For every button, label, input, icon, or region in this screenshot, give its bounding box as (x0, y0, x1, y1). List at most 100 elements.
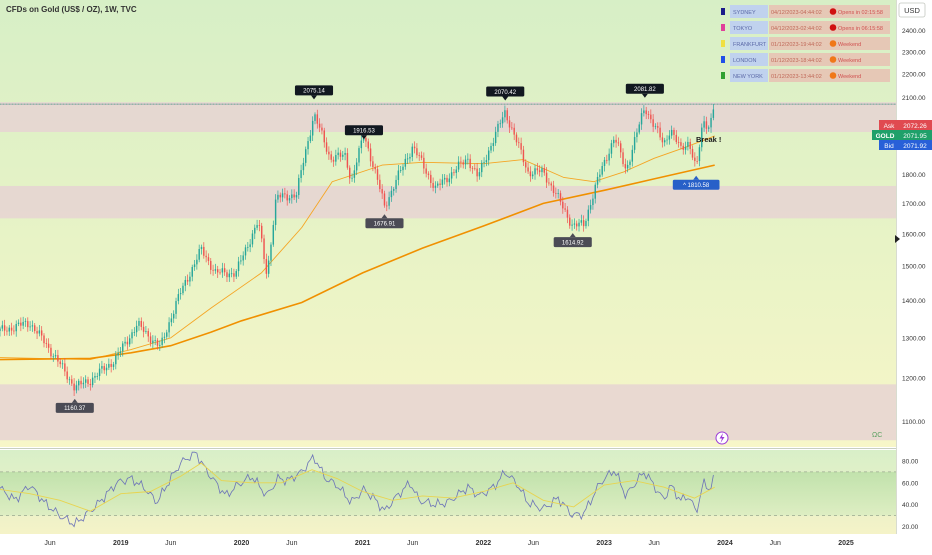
candle (244, 244, 247, 260)
candle (96, 372, 98, 380)
session-row: LONDON 01/12/2023-18:44:02 Weekend (721, 53, 890, 66)
candle (712, 103, 715, 121)
rsi-tick-label: 40.00 (902, 502, 919, 509)
candle (694, 152, 696, 167)
candle (318, 118, 321, 133)
time-axis[interactable]: Jun 2019 Jun 2020 Jun 2021 Jun 2022 Jun 2023 Jun 20… (44, 540, 854, 547)
candle (624, 158, 627, 174)
candle (617, 137, 620, 147)
session-status: Weekend (838, 74, 861, 80)
time-tick-label: Jun (770, 540, 781, 547)
candle (40, 326, 43, 341)
candle (460, 156, 462, 168)
candle (110, 359, 112, 373)
candle (27, 317, 29, 332)
candle (29, 321, 31, 332)
candle (425, 163, 427, 178)
session-status-icon (829, 72, 837, 79)
price-zone (0, 102, 896, 133)
candle (193, 260, 196, 271)
candle (73, 378, 75, 396)
candle (115, 351, 117, 370)
candle (103, 363, 105, 374)
rsi-tick-label: 80.00 (902, 458, 919, 465)
candle (626, 160, 629, 173)
time-tick-label: 2019 (113, 540, 129, 547)
currency-button[interactable]: USD (898, 2, 926, 18)
candle (696, 156, 698, 164)
candle (177, 288, 180, 305)
candle (527, 162, 529, 174)
candle (575, 220, 578, 231)
candle (261, 222, 263, 243)
candle (126, 336, 129, 350)
candle (369, 143, 372, 167)
candle (687, 136, 689, 151)
time-tick-label: Jun (44, 540, 55, 547)
session-status: Weekend (838, 58, 861, 64)
candle (3, 319, 6, 336)
candle (34, 322, 36, 334)
time-tick-label: 2020 (234, 540, 250, 547)
last-price-tag: GOLD 2071.95 (872, 130, 932, 140)
candle (330, 150, 332, 163)
session-status: Opens in 02:15:58 (838, 10, 883, 16)
candle (587, 205, 590, 227)
candle (395, 175, 397, 193)
price-tick-label: 1500.00 (902, 264, 926, 271)
price-label: 2070.42 (486, 86, 525, 101)
candle (566, 206, 569, 224)
candle (254, 224, 256, 240)
candle (203, 242, 205, 259)
candle (684, 141, 687, 155)
candle (36, 326, 38, 340)
candle (666, 135, 668, 145)
candle (701, 123, 703, 152)
price-tick-label: 2200.00 (902, 72, 926, 79)
candle (145, 326, 147, 334)
candle (508, 115, 511, 133)
candle (522, 145, 525, 167)
candle (427, 171, 430, 180)
candle (258, 219, 261, 232)
candle (481, 160, 483, 178)
candle (57, 349, 59, 367)
candle (112, 361, 115, 371)
candle (453, 168, 455, 176)
rsi-axis: 20.00 40.00 60.00 80.00 (902, 458, 919, 531)
candle (619, 140, 622, 158)
candle (513, 123, 515, 141)
candle (47, 338, 50, 353)
candle (135, 320, 138, 337)
candle (323, 127, 325, 148)
candle (43, 333, 45, 348)
candle (462, 159, 464, 169)
candle (536, 162, 539, 175)
session-row: FRANKFURT 01/12/2023-19:44:02 Weekend (721, 37, 890, 50)
candle (698, 144, 701, 167)
svg-text:2071.92: 2071.92 (903, 143, 927, 150)
candle (670, 125, 673, 139)
lightning-icon[interactable] (715, 431, 729, 445)
price-tick-label: 1200.00 (902, 376, 926, 383)
candle (418, 152, 420, 161)
candle (406, 153, 409, 165)
rsi-tick-label: 20.00 (902, 524, 919, 531)
candle (367, 138, 369, 152)
candle (520, 137, 522, 155)
candle (291, 189, 293, 204)
candle (393, 187, 395, 196)
scroll-right-arrow-icon[interactable] (895, 235, 900, 243)
rsi-pane (0, 451, 896, 528)
price-tick-label: 2100.00 (902, 95, 926, 102)
candle (476, 163, 478, 182)
chart-title: CFDs on Gold (US$ / OZ), 1W, TVC (6, 5, 137, 14)
candle (286, 190, 288, 206)
candle (321, 123, 323, 135)
candle (198, 244, 200, 263)
time-tick-label: 2024 (717, 540, 733, 547)
candle (152, 335, 154, 349)
candle (140, 317, 143, 331)
candle (235, 269, 237, 280)
